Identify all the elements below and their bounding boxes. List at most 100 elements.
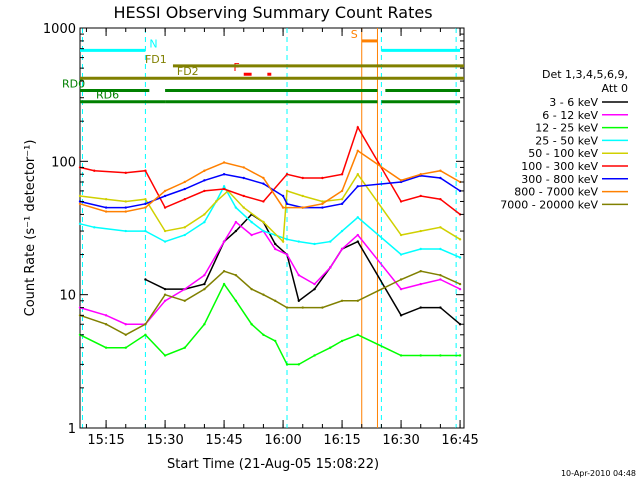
- legend-entry-7: 800 - 7000 keV: [514, 186, 598, 199]
- data-point: [124, 346, 127, 349]
- data-point: [234, 229, 238, 233]
- data-point: [297, 240, 301, 243]
- data-point: [104, 346, 108, 349]
- y-tick-label: 100: [51, 155, 76, 170]
- legend-entry-8: 7000 - 20000 keV: [500, 198, 598, 211]
- data-point: [313, 354, 316, 357]
- data-point: [356, 299, 360, 302]
- data-point: [93, 169, 96, 172]
- data-point: [163, 299, 167, 302]
- legend-entry-5: 100 - 300 keV: [521, 160, 598, 173]
- y-tick-label: 1: [68, 422, 76, 437]
- x-axis-label: Start Time (21-Aug-05 15:08:22): [167, 457, 379, 472]
- data-point: [340, 247, 344, 251]
- data-point: [399, 233, 403, 237]
- data-point: [297, 299, 301, 302]
- interval-label-n: N: [149, 37, 157, 50]
- data-point: [356, 240, 360, 243]
- series-line-1: [79, 220, 461, 325]
- data-point: [281, 194, 285, 198]
- data-point: [183, 187, 186, 191]
- data-point: [222, 161, 226, 164]
- x-tick-label: 15:30: [146, 433, 183, 448]
- data-point: [419, 229, 422, 233]
- data-point: [203, 282, 206, 286]
- x-tick-label: 15:15: [87, 433, 124, 448]
- legend-header-1: Det 1,3,4,5,6,9,: [542, 68, 628, 81]
- data-point: [356, 216, 360, 219]
- data-point: [203, 169, 206, 172]
- data-point: [321, 176, 324, 180]
- data-point: [329, 240, 332, 243]
- data-point: [78, 222, 82, 226]
- data-point: [203, 220, 206, 224]
- data-point: [439, 247, 442, 251]
- data-point: [419, 173, 422, 176]
- data-point: [313, 242, 316, 246]
- data-point: [274, 299, 277, 302]
- interval-label-f: F: [233, 61, 239, 74]
- data-point: [203, 213, 206, 216]
- interval-label-rd6: RD6: [96, 89, 119, 102]
- data-point: [329, 266, 332, 269]
- data-point: [281, 240, 285, 243]
- data-point: [124, 210, 127, 213]
- data-point: [222, 282, 226, 286]
- data-point: [458, 238, 462, 241]
- data-point: [262, 293, 265, 296]
- y-tick-label: 1000: [43, 22, 76, 37]
- data-point: [321, 206, 324, 209]
- data-point: [399, 314, 403, 317]
- interval-label-s: S: [351, 28, 358, 41]
- data-point: [234, 299, 238, 302]
- data-point: [439, 169, 442, 172]
- data-point: [439, 176, 442, 180]
- data-point: [234, 220, 238, 224]
- data-point: [183, 346, 186, 349]
- data-point: [234, 273, 238, 277]
- data-point: [285, 202, 289, 206]
- legend-entry-0: 3 - 6 keV: [549, 96, 598, 109]
- data-point: [301, 306, 304, 309]
- x-tick-label: 16:45: [441, 433, 478, 448]
- data-point: [183, 180, 186, 184]
- data-point: [297, 363, 301, 366]
- y-tick-label: 10: [59, 289, 76, 304]
- data-point: [419, 282, 422, 286]
- legend-entry-2: 12 - 25 keV: [535, 122, 598, 135]
- data-point: [262, 220, 265, 224]
- data-point: [242, 194, 245, 198]
- data-point: [163, 189, 167, 193]
- data-point: [419, 269, 422, 273]
- data-point: [262, 333, 265, 337]
- data-point: [250, 220, 253, 224]
- x-tick-label: 16:00: [264, 433, 301, 448]
- data-point: [124, 333, 127, 337]
- data-point: [340, 299, 344, 302]
- data-point: [321, 202, 324, 206]
- chart-title: HESSI Observing Summary Count Rates: [113, 3, 432, 22]
- data-point: [144, 197, 147, 201]
- data-point: [222, 185, 226, 188]
- data-point: [329, 346, 332, 349]
- data-point: [439, 354, 442, 357]
- data-point: [144, 202, 147, 206]
- data-point: [439, 197, 442, 201]
- data-point: [340, 189, 344, 193]
- data-point: [321, 306, 324, 309]
- data-point: [281, 206, 285, 209]
- data-point: [222, 269, 226, 273]
- data-point: [285, 173, 289, 176]
- data-point: [285, 306, 289, 309]
- data-point: [222, 187, 226, 191]
- interval-label-fd2: FD2: [177, 65, 199, 78]
- plot-frame: [79, 27, 465, 429]
- series-line-5: [79, 125, 461, 215]
- series-line-3: [79, 184, 461, 259]
- data-point: [163, 194, 167, 198]
- data-point: [301, 176, 304, 180]
- data-point: [262, 182, 265, 185]
- data-point: [203, 323, 206, 326]
- data-point: [340, 173, 344, 176]
